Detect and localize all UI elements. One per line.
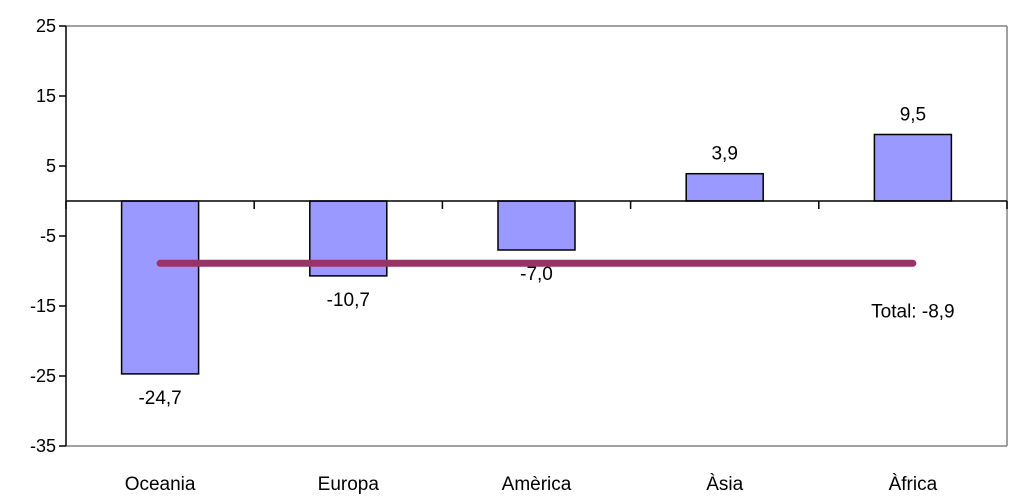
y-tick-label: 5 [46, 156, 56, 176]
data-label: 3,9 [711, 144, 737, 165]
bar-amèrica [497, 200, 576, 251]
y-tick-label: 25 [36, 16, 56, 36]
y-tick-label: 15 [36, 86, 56, 106]
y-tick-label: -35 [30, 436, 56, 456]
axes: 25 15 5 -5 -15 -25 -35 [30, 16, 1008, 456]
y-tick-label: -15 [30, 296, 56, 316]
plot-frame [66, 25, 1008, 447]
bar-àsia [685, 172, 764, 202]
total-label: Total: -8,9 [871, 301, 954, 322]
category-label: Oceania [125, 474, 196, 495]
y-tick-label: -5 [40, 226, 56, 246]
category-label: Europa [318, 474, 380, 495]
data-label: -24,7 [138, 388, 181, 409]
bars [120, 133, 953, 375]
bar-àfrica [873, 133, 953, 202]
data-label: 9,5 [900, 105, 926, 126]
bar-oceania [120, 200, 200, 375]
labels: -24,7 Oceania -10,7 Europa -7,0 Amèrica 3,9 Àsi… [125, 105, 938, 496]
category-label: Àsia [706, 474, 743, 495]
y-tick-label: -25 [30, 366, 56, 386]
data-label: -7,0 [520, 264, 553, 285]
category-label: Àfrica [889, 474, 938, 495]
data-label: -10,7 [327, 290, 370, 311]
category-label: Amèrica [502, 474, 572, 495]
total-line-group: Total: -8,9 [156, 259, 955, 322]
